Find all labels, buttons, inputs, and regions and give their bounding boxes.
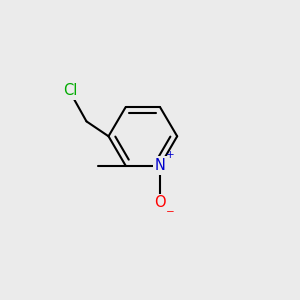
Text: O: O — [154, 195, 166, 210]
Text: Cl: Cl — [63, 83, 78, 98]
Text: +: + — [166, 150, 175, 160]
Text: −: − — [166, 207, 175, 217]
Text: N: N — [154, 158, 166, 173]
